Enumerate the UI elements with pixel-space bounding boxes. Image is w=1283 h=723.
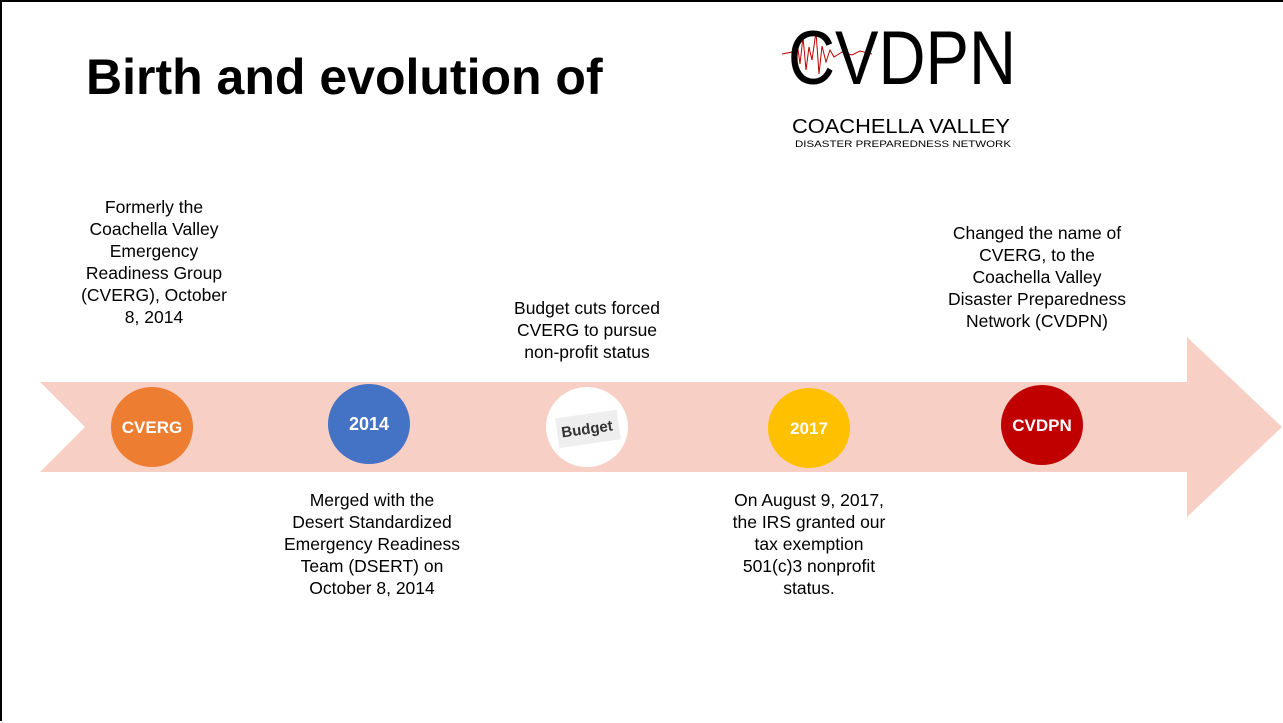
timeline-arrow [40,337,1282,517]
node-description: Formerly the Coachella Valley Emergency … [74,196,234,328]
node-description: Merged with the Desert Standardized Emer… [282,489,462,599]
logo-name: CVDPN [788,16,1016,101]
slide-title: Birth and evolution of [86,48,603,106]
slide: CVDPN COACHELLA VALLEY DISASTER PREPARED… [0,0,1283,721]
node-label: CVERG [122,418,182,437]
node-label: 2014 [349,414,389,434]
node-label: CVDPN [1012,416,1072,435]
logo-line2: DISASTER PREPAREDNESS NETWORK [795,139,1012,150]
node-description: Changed the name of CVERG, to the Coache… [942,222,1132,332]
logo-line1: COACHELLA VALLEY [792,116,1010,138]
node-description: Budget cuts forced CVERG to pursue non-p… [502,297,672,363]
node-label: 2017 [790,419,828,438]
node-description: On August 9, 2017, the IRS granted our t… [724,489,894,599]
